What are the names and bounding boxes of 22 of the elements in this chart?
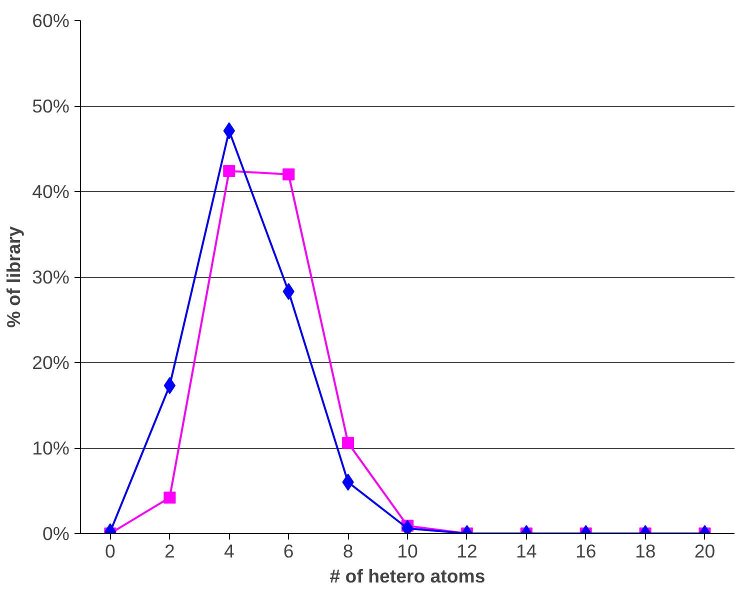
x-tick-label: 2 bbox=[164, 540, 175, 562]
point bbox=[223, 164, 236, 177]
y-axis-title: % of library bbox=[3, 226, 24, 328]
x-tick-label: 14 bbox=[516, 540, 537, 562]
x-tick-label: 10 bbox=[397, 540, 418, 562]
x-tick-label: 20 bbox=[694, 540, 716, 562]
x-tick-label: 16 bbox=[575, 540, 596, 562]
y-tick-label: 50% bbox=[32, 96, 70, 116]
x-tick-label: 8 bbox=[342, 540, 354, 562]
point bbox=[282, 168, 295, 180]
y-tick-label: 30% bbox=[32, 266, 70, 288]
y-tick-label: 40% bbox=[32, 181, 70, 202]
x-tick-label: 0 bbox=[105, 540, 116, 562]
x-tick-label: 4 bbox=[224, 540, 234, 562]
x-tick-label: 12 bbox=[456, 540, 478, 562]
y-tick-label: 10% bbox=[32, 438, 70, 458]
x-tick-label: 18 bbox=[634, 540, 656, 562]
y-tick-label: 60% bbox=[32, 10, 70, 31]
x-tick-label: 6 bbox=[283, 540, 294, 562]
y-tick-label: 20% bbox=[32, 352, 70, 373]
x-axis-title: # of hetero atoms bbox=[330, 566, 486, 586]
y-tick-label: 0% bbox=[42, 523, 70, 544]
